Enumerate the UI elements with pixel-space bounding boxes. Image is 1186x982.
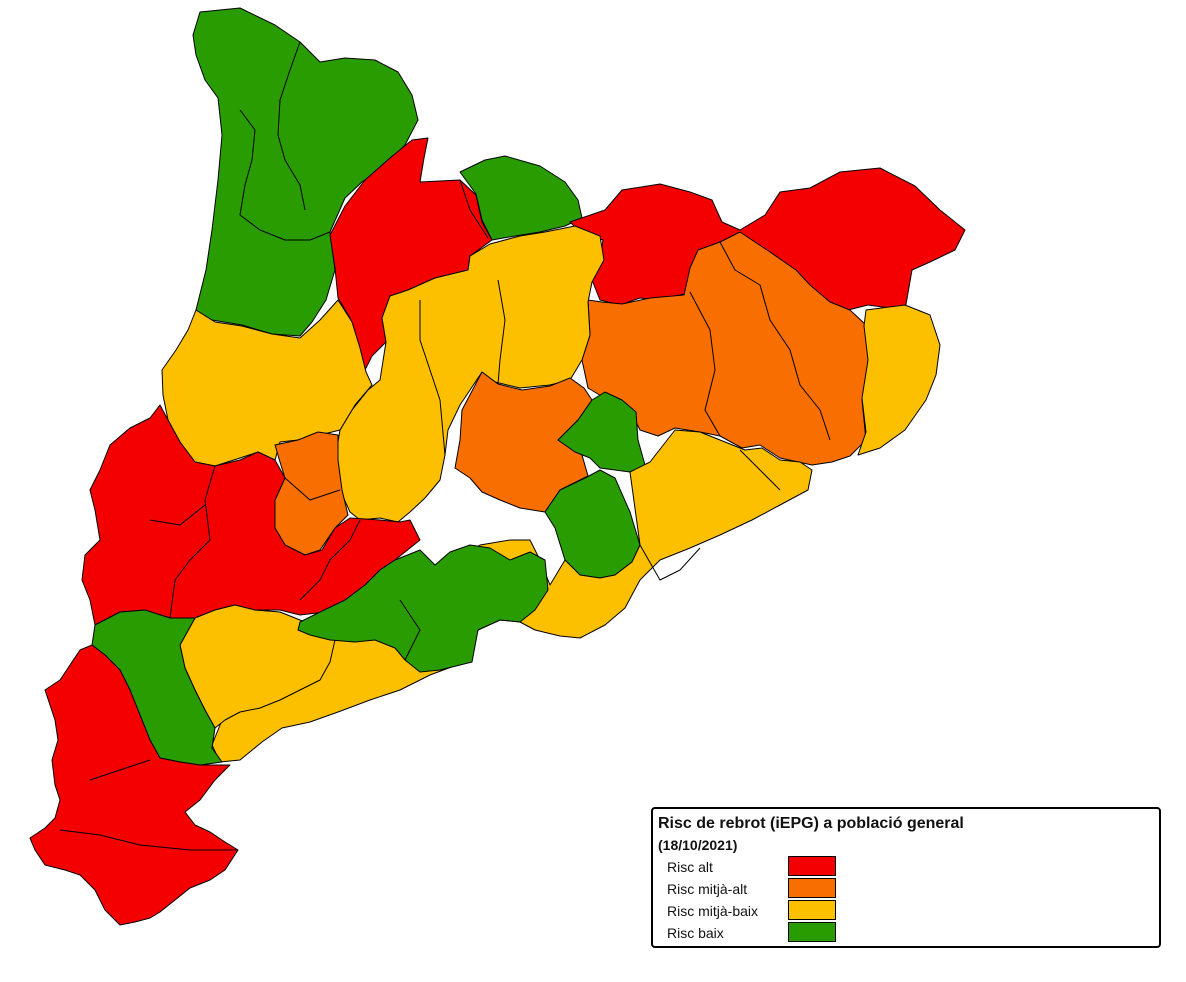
legend-label: Risc alt (667, 859, 713, 875)
legend-swatch (788, 922, 836, 942)
legend-swatch (788, 878, 836, 898)
legend-date: (18/10/2021) (658, 837, 738, 853)
legend-label: Risc mitjà-baix (667, 903, 759, 919)
legend-swatch (788, 900, 836, 920)
legend: Risc de rebrot (iEPG) a població general… (651, 807, 1161, 948)
legend-item-risc-baix: Risc baix (653, 922, 853, 944)
region-red-s[interactable] (29, 644, 239, 926)
legend-item-risc-alt: Risc alt (653, 856, 853, 878)
legend-item-risc-mitja-alt: Risc mitjà-alt (653, 878, 853, 900)
legend-item-risc-mitja-baix: Risc mitjà-baix (653, 900, 853, 922)
region-yellow-center[interactable] (334, 225, 605, 523)
region-yellow-ne-coast[interactable] (857, 304, 941, 456)
comarca-borders (59, 41, 831, 851)
legend-swatch (788, 856, 836, 876)
region-green-sc[interactable] (297, 544, 549, 673)
legend-label: Risc baix (667, 925, 724, 941)
legend-label: Risc mitjà-alt (667, 881, 748, 897)
legend-title: Risc de rebrot (iEPG) a població general (658, 815, 964, 832)
region-green-nw[interactable] (192, 7, 419, 337)
region-red-ne[interactable] (569, 167, 966, 311)
